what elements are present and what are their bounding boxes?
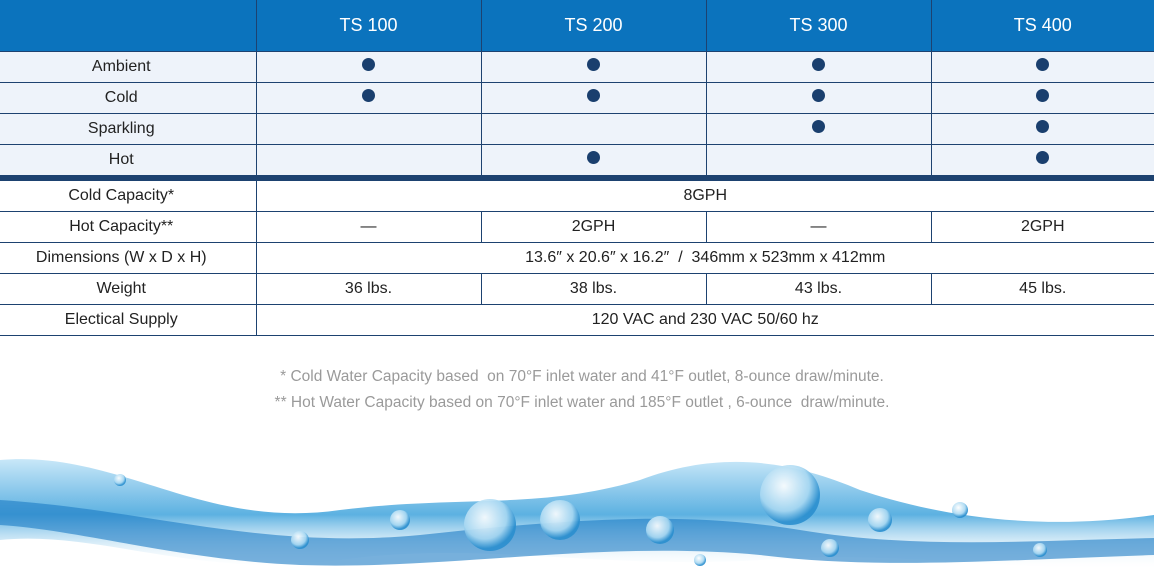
cell — [930, 144, 1154, 181]
row-label: Ambient — [0, 51, 257, 83]
footnote-hot: ** Hot Water Capacity based on 70°F inle… — [274, 394, 890, 411]
table-row-hot: Hot — [0, 144, 1154, 181]
cell: 2GPH — [480, 211, 707, 243]
cell: 45 lbs. — [930, 273, 1154, 305]
available-dot-icon — [812, 120, 825, 133]
cell: 8GPH — [255, 177, 1154, 212]
water-wave-image — [0, 459, 1154, 570]
cell — [255, 51, 482, 83]
cell — [255, 113, 482, 145]
cell — [705, 144, 932, 181]
cell — [255, 82, 482, 114]
header-row: TS 100 TS 200 TS 300 TS 400 — [0, 0, 1154, 52]
table-row-dimensions: Dimensions (W x D x H) 13.6″ x 20.6″ x 1… — [0, 242, 1154, 274]
row-label: Sparkling — [0, 113, 257, 145]
cell — [480, 82, 707, 114]
available-dot-icon — [587, 89, 600, 102]
row-label: Dimensions (W x D x H) — [0, 242, 257, 274]
column-header: TS 200 — [480, 0, 707, 52]
available-dot-icon — [587, 151, 600, 164]
row-label: Electical Supply — [0, 304, 257, 336]
row-label: Cold — [0, 82, 257, 114]
cell — [705, 113, 932, 145]
cell — [480, 144, 707, 181]
cell: — — [705, 211, 932, 243]
cell: 36 lbs. — [255, 273, 482, 305]
table-row-sparkling: Sparkling — [0, 113, 1154, 145]
cell — [480, 113, 707, 145]
available-dot-icon — [1036, 151, 1050, 164]
footnotes: * Cold Water Capacity based on 70°F inle… — [0, 364, 1154, 416]
available-dot-icon — [812, 58, 825, 71]
cell: 120 VAC and 230 VAC 50/60 hz — [255, 304, 1154, 336]
table-row-weight: Weight 36 lbs. 38 lbs. 43 lbs. 45 lbs. — [0, 273, 1154, 305]
column-header: TS 300 — [705, 0, 932, 52]
header-blank — [0, 0, 257, 52]
cell — [930, 82, 1154, 114]
available-dot-icon — [812, 89, 825, 102]
row-label: Hot Capacity** — [0, 211, 257, 243]
row-label: Weight — [0, 273, 257, 305]
bubbles — [114, 465, 1047, 566]
cell: 38 lbs. — [480, 273, 707, 305]
available-dot-icon — [1036, 58, 1050, 71]
cell: 43 lbs. — [705, 273, 932, 305]
footnote-cold: * Cold Water Capacity based on 70°F inle… — [280, 368, 884, 385]
available-dot-icon — [362, 58, 375, 71]
cell — [480, 51, 707, 83]
cell: 2GPH — [930, 211, 1154, 243]
table-row-ambient: Ambient — [0, 51, 1154, 83]
cell — [930, 113, 1154, 145]
cell — [705, 51, 932, 83]
table-row-cold-capacity: Cold Capacity* 8GPH — [0, 177, 1154, 212]
column-header: TS 400 — [930, 0, 1154, 52]
available-dot-icon — [362, 89, 375, 102]
cell — [930, 51, 1154, 83]
cell: — — [255, 211, 482, 243]
cell — [705, 82, 932, 114]
available-dot-icon — [1036, 120, 1050, 133]
spec-table: TS 100 TS 200 TS 300 TS 400 Ambient Cold S… — [0, 0, 1154, 336]
available-dot-icon — [1036, 89, 1050, 102]
available-dot-icon — [587, 58, 600, 71]
cell: 13.6″ x 20.6″ x 16.2″ / 346mm x 523mm x … — [255, 242, 1154, 274]
table-row-cold: Cold — [0, 82, 1154, 114]
column-header: TS 100 — [255, 0, 482, 52]
row-label: Hot — [0, 144, 257, 181]
table-row-hot-capacity: Hot Capacity** — 2GPH — 2GPH — [0, 211, 1154, 243]
cell — [255, 144, 482, 181]
row-label: Cold Capacity* — [0, 177, 257, 212]
table-row-electrical: Electical Supply 120 VAC and 230 VAC 50/… — [0, 304, 1154, 336]
